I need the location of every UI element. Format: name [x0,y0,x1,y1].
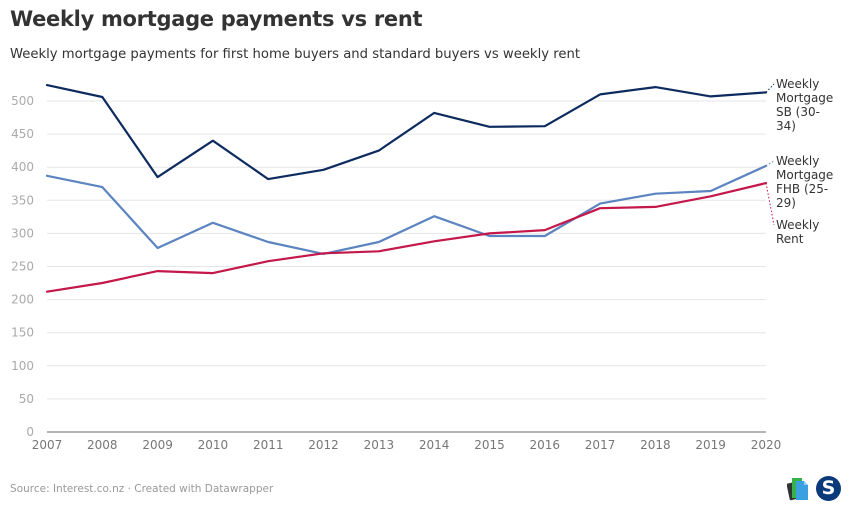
series-label: Mortgage [776,91,833,105]
chart-title: Weekly mortgage payments vs rent [10,7,423,31]
series-label: Rent [776,232,804,246]
y-tick-label: 200 [11,293,34,307]
y-tick-label: 100 [11,359,34,373]
x-tick-label: 2018 [640,438,671,452]
source-note: Source: Interest.co.nz · Created with Da… [10,483,274,495]
x-tick-label: 2010 [198,438,229,452]
y-axis-ticks: 0 50 100 150 200 250 300 350 400 450 500 [11,94,34,439]
y-tick-label: 250 [11,260,34,274]
y-tick-label: 450 [11,127,34,141]
series-label: 29) [776,196,796,210]
x-tick-label: 2016 [529,438,560,452]
y-tick-label: 0 [26,425,34,439]
series-label: Mortgage [776,168,833,182]
x-tick-label: 2012 [308,438,339,452]
series-label: Weekly [776,154,819,168]
series-label: Weekly [776,77,819,91]
x-axis-ticks: 2007 2008 2009 2010 2011 2012 2013 2014 2015 2016… [32,438,782,452]
leader-line [765,83,775,93]
chart-subtitle: Weekly mortgage payments for first home … [10,47,580,62]
y-tick-label: 400 [11,160,34,174]
y-tick-label: 500 [11,94,34,108]
newsroom-docs-icon [787,478,808,501]
x-tick-label: 2007 [32,438,63,452]
series-line [45,182,768,293]
x-tick-label: 2009 [142,438,173,452]
leader-line [765,182,775,226]
x-tick-label: 2019 [695,438,726,452]
series-label: 34) [776,119,796,133]
gridlines [47,100,766,433]
x-tick-label: 2008 [87,438,118,452]
y-tick-label: 50 [19,392,34,406]
series-lines [45,83,768,293]
x-tick-label: 2020 [751,438,782,452]
series-line [45,164,768,255]
y-tick-label: 300 [11,226,34,240]
x-tick-label: 2013 [364,438,395,452]
x-tick-label: 2015 [474,438,505,452]
leader-line [765,160,775,167]
y-tick-label: 150 [11,326,34,340]
x-tick-label: 2017 [585,438,616,452]
series-line [45,83,768,181]
series-label: Weekly [776,218,819,232]
x-tick-label: 2011 [253,438,284,452]
stuff-s-logo: S [816,476,841,501]
series-label: FHB (25- [776,182,828,196]
series-label: SB (30- [776,105,820,119]
y-tick-label: 350 [11,193,34,207]
x-tick-label: 2014 [419,438,450,452]
